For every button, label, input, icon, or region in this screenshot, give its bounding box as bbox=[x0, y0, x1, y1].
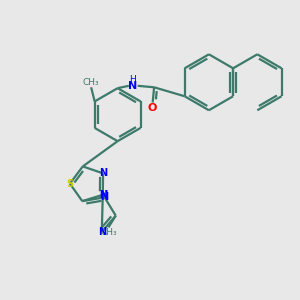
Text: N: N bbox=[98, 227, 106, 237]
Text: H: H bbox=[130, 75, 136, 84]
Text: N: N bbox=[99, 168, 107, 178]
Text: N: N bbox=[100, 192, 109, 202]
Text: S: S bbox=[66, 178, 74, 189]
Text: CH₃: CH₃ bbox=[83, 78, 99, 87]
Text: N: N bbox=[99, 190, 107, 200]
Text: O: O bbox=[148, 103, 157, 113]
Text: CH₃: CH₃ bbox=[100, 228, 117, 237]
Text: N: N bbox=[99, 190, 107, 200]
Text: N: N bbox=[128, 81, 137, 91]
